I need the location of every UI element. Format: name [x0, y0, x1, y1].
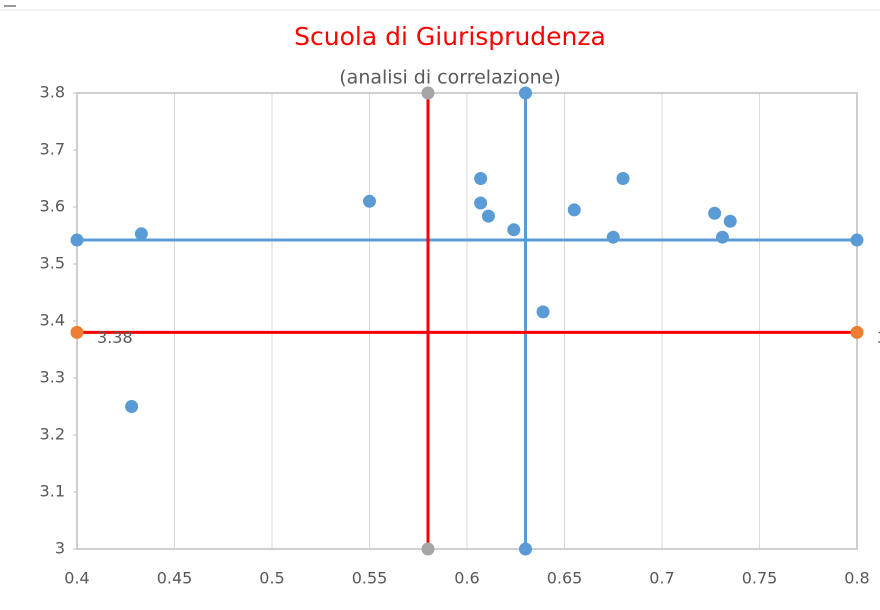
line-marker — [421, 86, 435, 100]
data-label: 3.38 — [877, 328, 880, 347]
y-tick-label: 3.4 — [40, 311, 65, 330]
line-marker — [70, 325, 84, 339]
line-marker — [519, 542, 532, 556]
x-tick-label: 0.55 — [352, 569, 388, 588]
x-tick-label: 0.5 — [259, 569, 284, 588]
x-tick-label: 0.45 — [157, 569, 193, 588]
y-tick-label: 3 — [55, 539, 65, 558]
y-tick-label: 3.1 — [40, 482, 65, 501]
y-tick-label: 3.7 — [40, 140, 65, 159]
point — [606, 230, 620, 244]
line-marker — [850, 325, 864, 339]
point — [507, 223, 521, 237]
y-tick-label: 3.2 — [40, 425, 65, 444]
line-marker — [850, 233, 864, 247]
data-label: 3.38 — [97, 328, 133, 347]
plot-border — [76, 92, 858, 550]
line-marker — [70, 233, 84, 247]
point — [363, 194, 376, 208]
y-tick-label: 3.8 — [40, 83, 65, 102]
y-tick-label: 3.5 — [40, 254, 65, 273]
line-marker — [519, 86, 532, 100]
point — [567, 203, 581, 217]
x-tick-label: 0.6 — [454, 569, 479, 588]
y-tick-label: 3.6 — [40, 197, 65, 216]
x-tick-label: 0.75 — [742, 569, 778, 588]
x-tick-label: 0.8 — [844, 569, 869, 588]
point — [474, 172, 488, 185]
point — [134, 227, 148, 241]
point — [125, 400, 139, 413]
x-tick-label: 0.4 — [64, 569, 89, 588]
x-tick-label: 0.65 — [547, 569, 583, 588]
chart-subtitle: (analisi di correlazione) — [339, 67, 560, 89]
point — [481, 209, 495, 223]
chart-title: Scuola di Giurisprudenza — [294, 22, 606, 51]
point — [616, 172, 630, 185]
point — [536, 305, 550, 319]
point — [708, 206, 722, 220]
point — [723, 214, 737, 228]
y-tick-label: 3.3 — [40, 368, 65, 387]
line-marker — [421, 542, 435, 556]
x-tick-label: 0.7 — [649, 569, 674, 588]
point — [474, 196, 488, 210]
point — [715, 230, 729, 244]
